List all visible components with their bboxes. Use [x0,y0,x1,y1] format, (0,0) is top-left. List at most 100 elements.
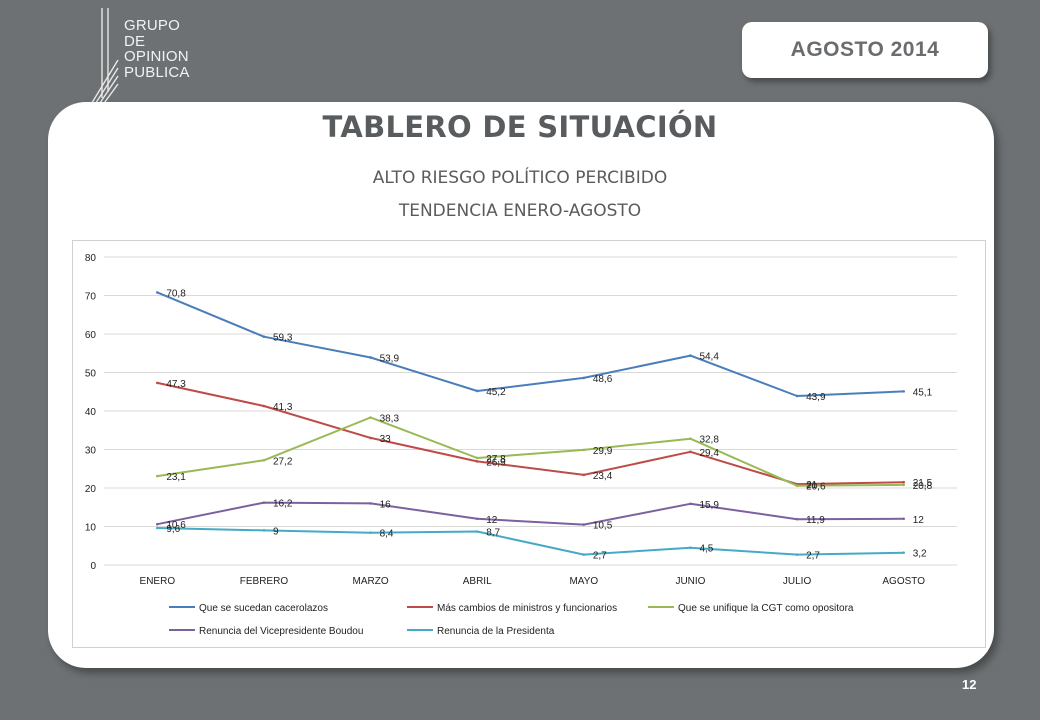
series-line [157,381,904,486]
x-tick-label: ENERO [140,576,176,587]
series-line [157,527,904,556]
data-point [156,291,159,294]
data-label: 15,9 [699,500,719,511]
y-tick-label: 70 [85,292,97,303]
data-label: 10,5 [593,521,613,532]
data-point [369,416,372,419]
data-label: 9 [273,526,279,537]
y-tick-label: 60 [85,330,97,341]
series-line [157,416,904,487]
data-label: 27,2 [273,456,293,467]
data-point [689,354,692,357]
data-label: 45,2 [486,387,506,398]
data-point [902,483,905,487]
data-point [689,437,692,441]
legend-label: Renuncia del Vicepresidente Boudou [199,626,363,637]
data-label: 21 [806,480,818,491]
page-title: TABLERO DE SITUACIÓN [322,110,718,144]
series-line [156,291,904,397]
y-tick-label: 30 [85,446,97,457]
data-point [262,529,266,532]
data-point [369,502,372,505]
data-point [369,356,372,359]
data-label: 29,4 [699,448,719,459]
logo-line: PUBLICA [124,63,190,81]
data-point [902,390,905,393]
data-point [475,530,479,533]
data-point [582,553,586,556]
data-label: 23,1 [166,472,186,483]
legend-label: Más cambios de ministros y funcionarios [437,603,617,614]
data-point [156,526,159,530]
data-label: 4,5 [699,544,713,555]
data-label: 41,3 [273,402,293,413]
data-label: 21,5 [913,478,933,489]
data-point [902,517,905,521]
data-label: 47,3 [166,379,186,390]
data-point [795,553,799,556]
x-tick-label: JUNIO [675,576,705,587]
data-point [902,480,905,484]
data-label: 43,9 [806,392,826,403]
series-line [157,501,904,526]
y-tick-label: 50 [85,369,97,380]
logo-wordmark: GRUPO DE OPINION PUBLICA [124,18,190,80]
y-tick-label: 40 [85,407,97,418]
data-label: 70,8 [166,288,186,299]
data-point [582,473,586,477]
data-point [369,436,372,440]
data-point [795,517,799,521]
data-point [689,546,692,549]
x-tick-label: AGOSTO [882,576,925,587]
data-point [582,448,586,452]
legend-label: Renuncia de la Presidenta [437,626,555,637]
data-label: 29,9 [593,446,613,457]
logo-line: GRUPO [124,17,181,34]
data-label: 48,6 [593,374,613,385]
data-point [475,517,479,521]
data-label: 23,4 [593,471,613,482]
data-label: 32,8 [699,435,719,446]
data-label: 53,9 [380,353,400,364]
x-tick-label: FEBRERO [240,576,289,587]
data-label: 2,7 [806,551,820,562]
y-tick-label: 20 [85,484,97,495]
legend-label: Que se sucedan cacerolazos [199,603,328,614]
date-badge: AGOSTO 2014 [742,22,988,78]
data-label: 20,8 [913,481,933,492]
data-point [689,450,692,454]
data-label: 26,9 [486,457,506,468]
data-label: 16 [380,499,392,510]
data-label: 12 [913,515,925,526]
data-point [475,460,479,463]
data-point [262,404,266,408]
data-label: 8,4 [380,529,394,540]
data-label: 45,1 [913,387,933,398]
x-tick-label: MARZO [353,576,389,587]
data-point [262,335,266,338]
legend-label: Que se unifique la CGT como opositora [678,603,854,614]
data-label: 3,2 [913,549,927,560]
y-tick-label: 80 [85,253,97,264]
data-point [475,389,479,393]
data-point [369,531,372,534]
data-point [795,394,799,398]
logo-line: OPINION [124,48,189,65]
data-point [156,522,159,526]
x-tick-label: MAYO [569,576,598,587]
data-label: 10,6 [166,520,186,531]
x-tick-label: ABRIL [463,576,492,587]
y-tick-label: 10 [85,523,97,534]
data-point [795,484,799,487]
data-label: 54,4 [699,352,719,363]
data-point [582,376,586,380]
data-label: 20,6 [806,482,826,493]
logo-line: DE [124,32,146,50]
data-label: 2,7 [593,551,607,562]
data-label: 9,6 [166,524,180,535]
page-number: 12 [962,677,977,692]
chart-container: 0 10 20 30 40 50 60 70 80 ENERO FEBRERO MARZO ABRIL M… [72,240,986,648]
data-point [582,523,586,526]
data-point [156,474,159,478]
data-point [262,501,266,504]
